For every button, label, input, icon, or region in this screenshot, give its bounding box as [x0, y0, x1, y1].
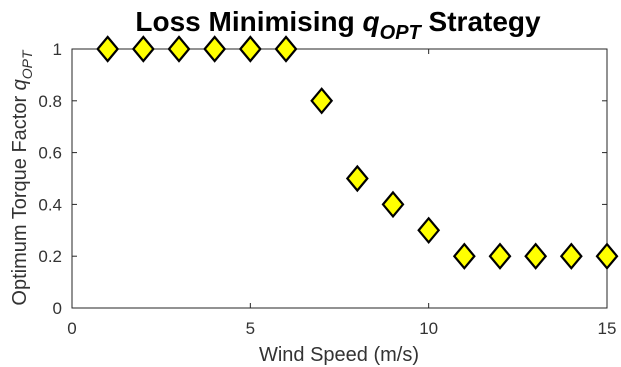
y-tick-label: 0.6 [38, 144, 62, 163]
x-tick-label: 5 [246, 319, 255, 338]
chart-title-tail: Strategy [421, 6, 541, 37]
data-point [203, 35, 227, 63]
x-tick-label: 10 [419, 319, 438, 338]
data-point [452, 242, 476, 270]
x-tick-label: 0 [67, 319, 76, 338]
data-point [345, 164, 369, 193]
y-tick-label: 0.4 [38, 195, 62, 214]
y-tick-label: 0 [53, 299, 62, 318]
y-axis-ticks: 0 0.2 0.4 0.6 0.8 1 [38, 40, 607, 318]
data-point [310, 87, 334, 115]
plot-area [71, 48, 608, 309]
data-markers [96, 35, 619, 270]
data-point [559, 242, 583, 270]
y-tick-label: 0.8 [38, 92, 62, 111]
chart-title-main: Loss Minimising [135, 6, 362, 37]
y-tick-label: 0.2 [38, 247, 62, 266]
data-point [238, 35, 262, 63]
data-point [488, 242, 512, 270]
chart-title: Loss Minimising qOPT Strategy [135, 6, 541, 44]
chart-title-symbol: q [363, 6, 380, 37]
y-axis-label-subscript: OPT [19, 49, 35, 79]
data-point [524, 242, 548, 270]
y-tick-label: 1 [53, 40, 62, 59]
data-point [274, 35, 298, 63]
x-tick-label: 15 [598, 319, 617, 338]
data-point [381, 190, 405, 219]
y-axis-label-symbol: q [9, 79, 31, 90]
data-point [595, 242, 619, 270]
data-point [131, 35, 155, 63]
chart-title-subscript: OPT [380, 22, 423, 44]
x-axis-label: Wind Speed (m/s) [259, 344, 419, 366]
data-point [417, 216, 441, 245]
data-point [96, 35, 120, 63]
y-axis-label-main: Optimum Torque Factor [9, 90, 31, 305]
x-axis-ticks: 0 5 10 15 [67, 49, 616, 338]
data-point [167, 35, 191, 63]
y-axis-label: Optimum Torque Factor qOPT [9, 49, 35, 306]
